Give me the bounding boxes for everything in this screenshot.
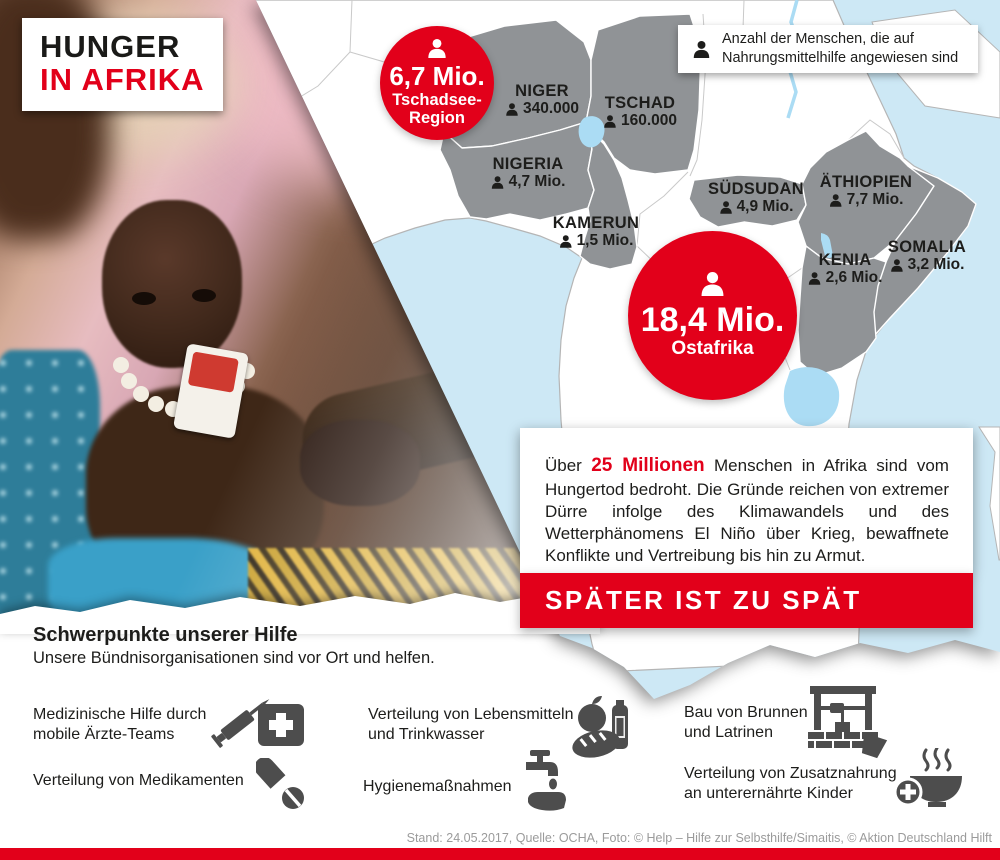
person-icon (829, 193, 842, 207)
label-suedsudan: SÜDSUDAN 4,9 Mio. (708, 180, 804, 216)
person-icon (559, 234, 572, 248)
info-prefix: Über (545, 456, 582, 475)
person-icon (808, 271, 821, 285)
label-aethiopien: ÄTHIOPIEN 7,7 Mio. (819, 173, 913, 209)
person-icon (506, 102, 518, 116)
badge-ostafrika: 18,4 Mio. Ostafrika (628, 231, 797, 400)
pills-icon (254, 757, 306, 815)
help-item-nutrition: Verteilung von Zusatznahrung an unterern… (684, 765, 897, 802)
banner: SPÄTER IST ZU SPÄT (520, 573, 973, 628)
label-kenia: KENIA 2,6 Mio. (808, 251, 882, 287)
help-item-hygiene: Hygienemaßnahmen (363, 778, 512, 795)
country-suedsudan (688, 174, 807, 228)
country-kamerun (579, 129, 638, 270)
footer-red-bar (0, 848, 1000, 860)
country-kenia (797, 245, 887, 377)
map-legend: Anzahl der Menschen, die auf Nahrungsmit… (678, 25, 978, 73)
label-tschad: TSCHAD 160.000 (604, 94, 678, 130)
person-icon (701, 271, 724, 296)
medical-kit-syringe-icon (208, 688, 310, 765)
label-niger: NIGER 340.000 (505, 82, 579, 118)
help-item-medicine: Verteilung von Medikamenten (33, 772, 244, 789)
label-somalia: SOMALIA 3,2 Mio. (887, 238, 967, 274)
country-somalia (871, 165, 977, 337)
info-highlight: 25 Millionen (591, 455, 705, 476)
person-icon (604, 114, 616, 128)
person-icon (491, 175, 504, 189)
title-line2: IN AFRIKA (40, 61, 205, 97)
faucet-hand-icon (518, 750, 570, 817)
info-panel: Über 25 Millionen Menschen in Afrika sin… (520, 428, 973, 621)
help-item-food: Verteilung von Lebensmitteln und Trinkwa… (368, 706, 574, 743)
page-title: HUNGER IN AFRIKA (22, 18, 223, 111)
madagascar (978, 426, 1000, 561)
lake-chad (578, 116, 605, 148)
help-item-wells: Bau von Brunnen und Latrinen (684, 704, 808, 741)
lake-turkana (821, 233, 833, 258)
torn-paper-edge (0, 593, 600, 634)
person-icon (719, 200, 732, 214)
person-icon (890, 258, 903, 272)
legend-text: Anzahl der Menschen, die auf Nahrungsmit… (722, 31, 959, 66)
info-text: Über 25 Millionen Menschen in Afrika sin… (545, 454, 949, 567)
help-subheading: Unsere Bündnisorganisationen sind vor Or… (33, 649, 435, 667)
label-kamerun: KAMERUN 1,5 Mio. (552, 214, 640, 250)
well-icon (806, 686, 894, 767)
help-item-medical: Medizinische Hilfe durch mobile Ärzte-Te… (33, 706, 207, 743)
badge-tschadsee-region: 6,7 Mio. Tschadsee- Region (380, 26, 494, 140)
person-icon (428, 38, 446, 58)
help-heading: Schwerpunkte unserer Hilfe (33, 624, 298, 646)
title-line1: HUNGER (40, 29, 181, 64)
person-icon (693, 40, 710, 58)
footer-credits: Stand: 24.05.2017, Quelle: OCHA, Foto: ©… (406, 831, 992, 845)
lake-victoria (783, 367, 840, 427)
bowl-plus-icon (892, 746, 966, 815)
food-water-icon (570, 692, 634, 767)
banner-text: SPÄTER IST ZU SPÄT (545, 585, 862, 615)
info-rest: Menschen in Afrika sind vom Hungertod be… (545, 456, 949, 565)
label-nigeria: NIGERIA 4,7 Mio. (491, 155, 566, 191)
